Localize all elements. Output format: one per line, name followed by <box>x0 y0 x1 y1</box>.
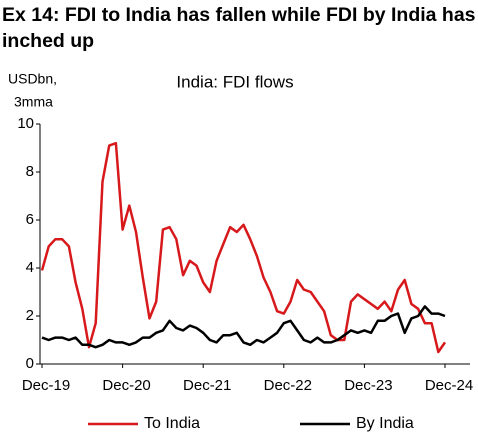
y-tick-label: 8 <box>26 163 34 180</box>
y-tick-label: 4 <box>26 259 34 276</box>
chart-subtitle: India: FDI flows <box>176 72 293 91</box>
series-line <box>41 305 446 349</box>
x-tick-label: Dec-23 <box>344 377 392 394</box>
y-tick-label: 0 <box>26 355 34 372</box>
x-tick-label: Dec-24 <box>425 377 473 394</box>
x-tick-label: Dec-19 <box>22 377 70 394</box>
y-tick-label: 2 <box>26 307 34 324</box>
x-tick-label: Dec-22 <box>264 377 312 394</box>
chart-title: Ex 14: FDI to India has fallen while FDI… <box>2 4 476 52</box>
y-tick-label: 6 <box>26 211 34 228</box>
y-tick-label: 10 <box>17 115 34 132</box>
legend-label: By India <box>356 415 414 432</box>
x-tick-label: Dec-21 <box>183 377 231 394</box>
legend-label: To India <box>144 415 200 432</box>
y-axis-label: 3mma <box>14 94 53 110</box>
x-tick-label: Dec-20 <box>102 377 150 394</box>
y-axis-label: USDbn, <box>8 71 57 87</box>
series-line <box>40 141 447 354</box>
